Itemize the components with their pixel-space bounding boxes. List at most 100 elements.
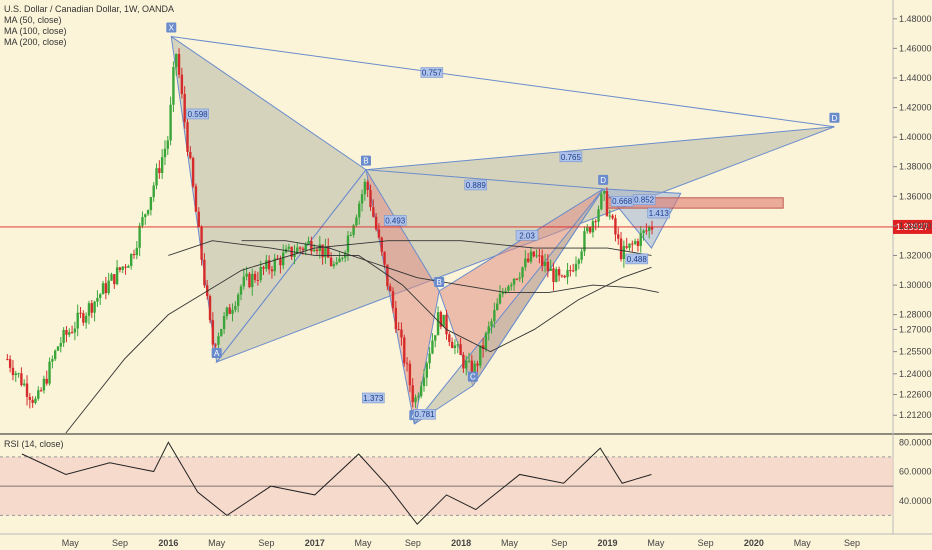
candle-body <box>524 258 527 268</box>
price-tick-label: 1.30000 <box>899 280 932 290</box>
candle-body <box>645 230 648 232</box>
candle-body <box>62 330 65 344</box>
rsi-tick-label: 40.0000 <box>899 496 932 506</box>
candle-body <box>521 267 524 278</box>
candle-body <box>577 259 581 264</box>
candle-body <box>124 266 127 268</box>
candle-body <box>279 258 282 266</box>
ma-line-3 <box>65 240 652 434</box>
candle-body <box>180 74 184 94</box>
candle-body <box>183 93 186 123</box>
candle-body <box>132 253 136 256</box>
candle-body <box>301 248 305 251</box>
candle-body <box>267 260 271 270</box>
candle-body <box>96 297 99 302</box>
pattern-point-badge <box>434 276 445 287</box>
candle-body <box>253 273 257 280</box>
candle-body <box>186 122 189 152</box>
ma-line-1 <box>168 240 652 353</box>
candle-body <box>276 258 279 260</box>
candle-body <box>332 264 336 267</box>
candle-body <box>242 276 246 287</box>
candle-body <box>546 261 550 271</box>
candle-body <box>608 215 611 217</box>
candle-body <box>465 360 468 369</box>
ratio-label: 0.781 <box>415 410 436 419</box>
candle-body <box>586 227 589 232</box>
candle-body <box>191 158 195 187</box>
candle-body <box>636 241 640 246</box>
candle-body <box>619 238 623 260</box>
candle-body <box>647 226 651 231</box>
candle-body <box>265 260 268 269</box>
candle-body <box>552 268 555 283</box>
candle-body <box>557 269 561 276</box>
ratio-badge <box>515 230 539 241</box>
candle-body <box>310 240 313 252</box>
candle-body <box>600 193 603 210</box>
candle-body <box>144 214 147 218</box>
candle-body <box>146 210 150 215</box>
candle-body <box>321 244 324 258</box>
candle-body <box>622 246 626 260</box>
candle-body <box>214 344 217 346</box>
ratio-label: 1.373 <box>363 394 384 403</box>
candle-body <box>419 386 423 397</box>
price-tick-label: 1.32000 <box>899 250 932 260</box>
candle-body <box>484 333 488 349</box>
candle-body <box>628 243 631 248</box>
candle-body <box>462 354 465 369</box>
candle-body <box>605 191 609 216</box>
price-tick-label: 1.36000 <box>899 191 932 201</box>
candle-body <box>574 263 578 271</box>
pattern-point-label: D <box>600 176 606 185</box>
candle-body <box>479 345 482 366</box>
candle-body <box>569 270 572 272</box>
candle-body <box>391 291 395 308</box>
time-tick-label: Sep <box>112 538 128 548</box>
candle-body <box>287 246 291 249</box>
time-tick-label: Sep <box>258 538 274 548</box>
candle-body <box>538 255 541 257</box>
harmonic-pattern-red-1 <box>365 169 440 425</box>
candle-body <box>65 330 68 335</box>
candle-body <box>248 273 251 288</box>
candle-body <box>408 363 412 386</box>
candle-body <box>228 307 231 314</box>
candle-body <box>380 237 383 252</box>
ratio-badge <box>384 215 407 226</box>
time-tick-label: 2018 <box>451 538 471 548</box>
candle-body <box>358 203 361 218</box>
harmonic-pattern-acd <box>413 188 604 425</box>
candle-body <box>338 258 341 263</box>
candle-body <box>84 315 88 323</box>
candle-body <box>549 268 552 271</box>
candle-body <box>282 252 285 266</box>
time-tick-label: May <box>794 538 812 548</box>
candle-body <box>189 151 192 159</box>
candle-body <box>526 258 530 262</box>
candle-body <box>555 269 558 283</box>
candle-body <box>650 226 654 230</box>
pattern-point-badge <box>211 347 222 358</box>
candle-body <box>529 251 533 262</box>
time-tick-label: 2017 <box>305 538 325 548</box>
candle-body <box>543 261 547 267</box>
ratio-badge <box>632 194 656 205</box>
candle-body <box>459 344 462 355</box>
candle-body <box>473 363 476 379</box>
time-tick-label: Sep <box>405 538 421 548</box>
candle-body <box>611 215 614 219</box>
candle-body <box>563 275 566 278</box>
candle-body <box>220 329 223 337</box>
candle-body <box>155 168 158 186</box>
candle-body <box>490 321 493 327</box>
candle-body <box>434 335 437 341</box>
time-tick-label: May <box>208 538 226 548</box>
candle-body <box>90 303 93 313</box>
candle-body <box>411 385 414 403</box>
candle-body <box>17 373 20 375</box>
last-price-badge <box>893 219 932 234</box>
candle-body <box>470 360 474 379</box>
candle-body <box>82 313 85 323</box>
